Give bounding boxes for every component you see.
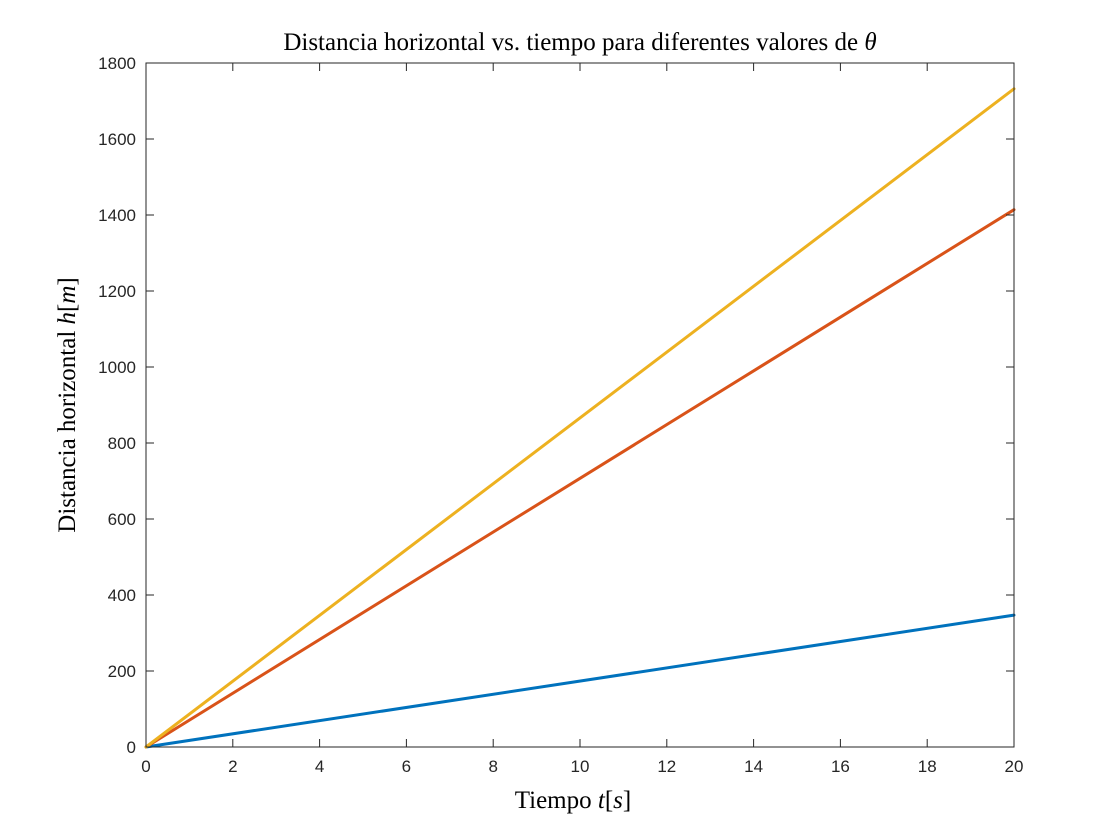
series-line-2 (144, 208, 1016, 749)
x-tick-label: 12 (657, 757, 676, 776)
y-tick-label: 400 (108, 586, 136, 605)
chart-title: Distancia horizontal vs. tiempo para dif… (283, 29, 876, 56)
y-axis-ticks: 0 200 400 600 800 1000 1200 1400 1600 1800 (98, 54, 1014, 757)
x-tick-label: 10 (571, 757, 590, 776)
y-tick-label: 1600 (98, 130, 136, 149)
x-tick-label: 18 (918, 757, 937, 776)
x-tick-label: 2 (228, 757, 237, 776)
x-axis-ticks: 0 2 4 6 8 10 12 14 16 18 20 (141, 63, 1023, 776)
series-layer (144, 87, 1016, 749)
y-tick-label: 200 (108, 662, 136, 681)
y-tick-label: 1800 (98, 54, 136, 73)
x-tick-label: 4 (315, 757, 324, 776)
x-tick-label: 14 (744, 757, 763, 776)
plot-area-frame (145, 62, 1015, 748)
series-line-1 (144, 613, 1016, 749)
x-tick-label: 0 (141, 757, 150, 776)
x-tick-label: 16 (831, 757, 850, 776)
y-axis-label: Distancia horizontal h[m] (54, 277, 81, 532)
y-tick-label: 600 (108, 510, 136, 529)
series-line-3 (144, 87, 1016, 749)
x-tick-label: 6 (402, 757, 411, 776)
y-tick-label: 800 (108, 434, 136, 453)
y-tick-label: 1000 (98, 358, 136, 377)
x-axis-label: Tiempo t[s] (515, 787, 631, 814)
x-tick-label: 20 (1005, 757, 1024, 776)
y-tick-label: 1200 (98, 282, 136, 301)
x-tick-label: 8 (488, 757, 497, 776)
y-tick-label: 1400 (98, 206, 136, 225)
y-tick-label: 0 (127, 738, 136, 757)
